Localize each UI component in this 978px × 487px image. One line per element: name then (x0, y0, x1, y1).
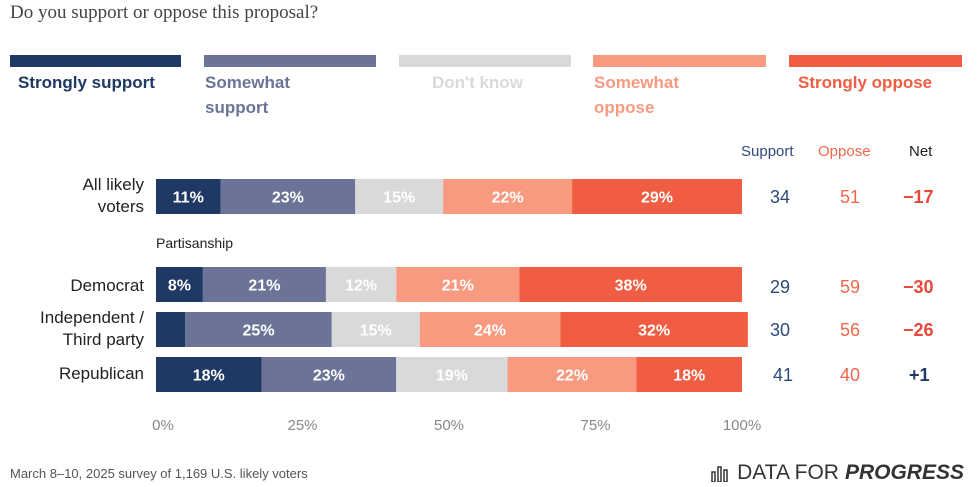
bar-segment (325, 267, 397, 302)
bar-data-label: 12% (345, 278, 377, 295)
legend-swatch-strongly-oppose (789, 55, 962, 67)
bar-segment (443, 179, 573, 214)
bar-data-label: 18% (193, 368, 225, 385)
support-value: 41 (773, 365, 794, 385)
bar-segment (396, 357, 508, 392)
oppose-value: 51 (840, 187, 861, 207)
brand-bold: PROGRESS (844, 461, 964, 484)
bar-segment (396, 267, 520, 302)
bar-segment (560, 312, 748, 347)
x-tick-label: 50% (434, 417, 464, 434)
net-value: −26 (903, 320, 934, 340)
net-value: −30 (903, 277, 934, 297)
bar-segment (202, 267, 326, 302)
legend-label-dont-know: Don't know (432, 73, 523, 92)
bar-segment (185, 312, 332, 347)
bar-data-label: 32% (638, 323, 670, 340)
bar-segment (156, 179, 221, 214)
x-tick-label: 100% (723, 417, 761, 434)
legend-label-strongly-oppose: Strongly oppose (798, 73, 933, 92)
bar-data-label: 15% (383, 190, 415, 207)
bar-segment (507, 357, 637, 392)
legend-label-somewhat-support: Somewhat support (205, 73, 291, 117)
support-value: 30 (770, 320, 791, 340)
row-label-democrat: Democrat (70, 276, 144, 295)
bar-data-label: 15% (360, 323, 392, 340)
bar-data-label: 22% (492, 190, 524, 207)
bar-data-label: 29% (641, 190, 673, 207)
bar-segment (636, 357, 742, 392)
bar-data-label: 22% (556, 368, 588, 385)
row-label-republican: Republican (58, 364, 144, 383)
row-label-independent: Independent / Third party (40, 308, 144, 349)
legend-swatch-strongly-support (10, 55, 181, 67)
bar-data-label: 24% (474, 323, 506, 340)
bar-segment (419, 312, 561, 347)
bar-data-label: 21% (442, 278, 474, 295)
bar-segment (519, 267, 742, 302)
net-value: +1 (909, 365, 930, 385)
bar-segment (220, 179, 356, 214)
bar-segment (331, 312, 420, 347)
bar-data-label: 8% (168, 278, 191, 295)
bar-data-label: 19% (436, 368, 468, 385)
source-note: March 8–10, 2025 survey of 1,169 U.S. li… (10, 466, 308, 481)
oppose-value: 56 (840, 320, 861, 340)
support-value: 29 (770, 277, 791, 297)
bar-data-label: 21% (248, 278, 280, 295)
bar-segment (156, 267, 203, 302)
legend-label-somewhat-oppose: Somewhat oppose (594, 73, 680, 117)
legend-swatch-somewhat-oppose (593, 55, 766, 67)
legend-swatch-dont-know (399, 55, 571, 67)
bar-data-label: 11% (173, 190, 204, 207)
bar-data-label: 23% (272, 190, 304, 207)
brand-logo: DATA FOR PROGRESS (711, 461, 964, 485)
bar-data-label: 23% (313, 368, 345, 385)
bar-segment (261, 357, 397, 392)
row-label-all-likely-voters: All likely voters (82, 175, 144, 216)
bar-segment (572, 179, 742, 214)
group-label-partisanship: Partisanship (156, 235, 234, 251)
header-net: Net (909, 143, 933, 160)
bar-data-label: 25% (243, 323, 275, 340)
x-tick-label: 25% (287, 417, 317, 434)
chart-title: Do you support or oppose this proposal? (10, 2, 319, 23)
x-tick-label: 0% (152, 417, 174, 434)
bar-segment (156, 357, 262, 392)
header-support: Support (741, 143, 794, 160)
legend-swatch-somewhat-support (204, 55, 376, 67)
bar-segment (156, 312, 186, 347)
header-oppose: Oppose (818, 143, 871, 160)
bar-data-label: 38% (615, 278, 647, 295)
bar-chart-icon (711, 466, 728, 482)
legend-label-strongly-support: Strongly support (18, 73, 155, 92)
oppose-value: 40 (840, 365, 861, 385)
x-tick-label: 75% (580, 417, 610, 434)
bar-segment (355, 179, 444, 214)
support-value: 34 (770, 187, 791, 207)
bar-data-label: 18% (673, 368, 705, 385)
net-value: −17 (903, 187, 934, 207)
oppose-value: 59 (840, 277, 861, 297)
brand-light: DATA FOR (737, 461, 839, 484)
